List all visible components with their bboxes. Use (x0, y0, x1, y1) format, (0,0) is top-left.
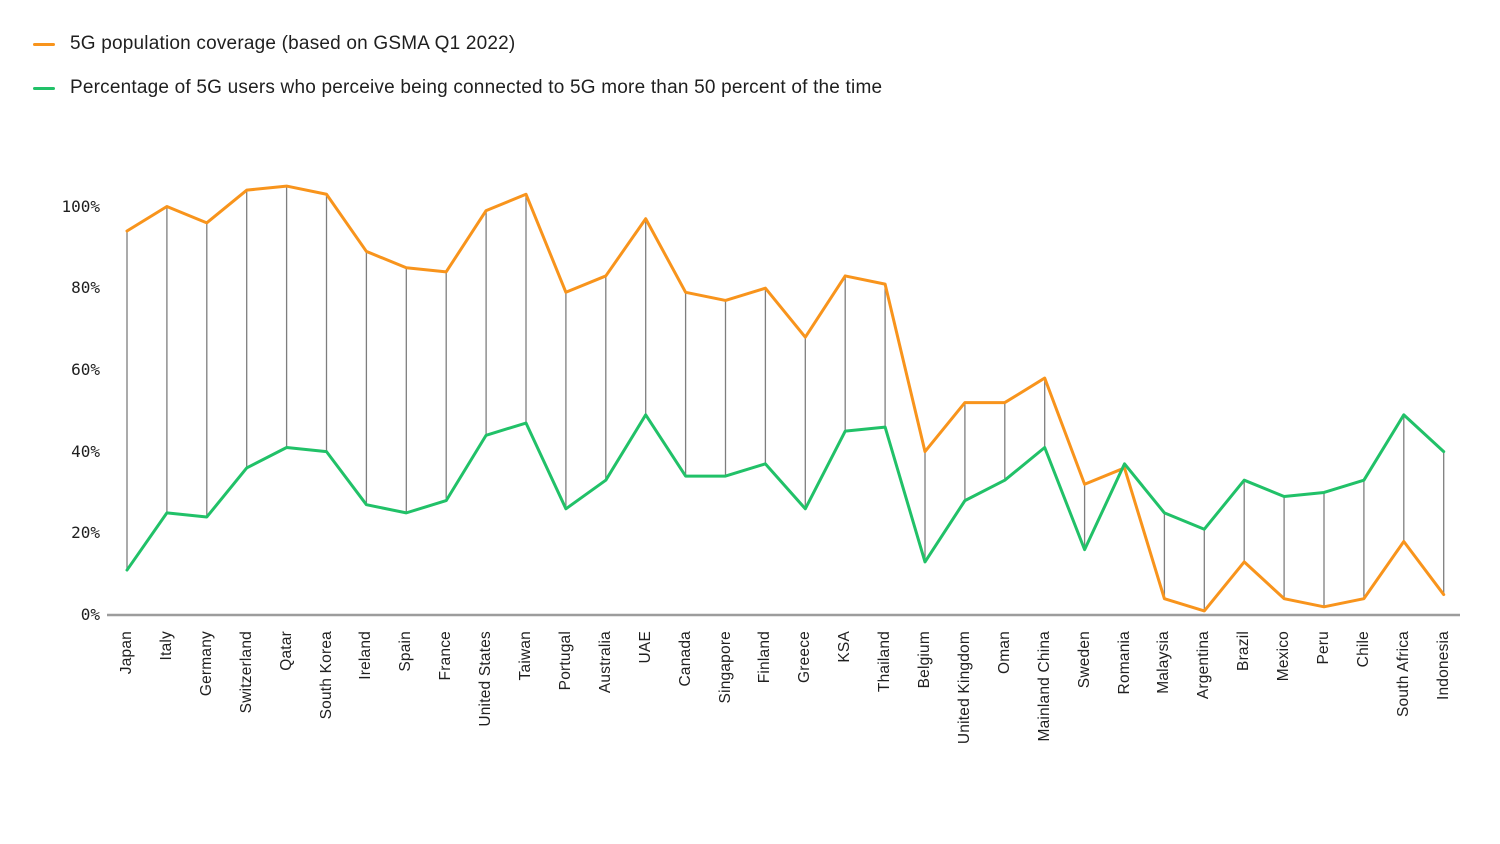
x-tick-label: Peru (1315, 631, 1332, 665)
x-tick-label: Ireland (357, 631, 375, 680)
x-tick-label: Argentina (1195, 631, 1213, 700)
x-tick-label: United Kingdom (955, 631, 973, 745)
x-tick-label: Qatar (277, 631, 295, 671)
x-tick-label: Germany (197, 631, 215, 697)
x-tick-label: Thailand (876, 631, 894, 693)
x-tick-label: Singapore (716, 631, 734, 704)
x-tick-label: Canada (676, 631, 694, 687)
x-tick-label: Portugal (556, 631, 574, 691)
y-tick-label: 0% (80, 605, 100, 624)
y-tick-label: 40% (71, 441, 100, 461)
y-tick-label: 20% (71, 523, 100, 543)
y-tick-label: 60% (71, 359, 100, 379)
x-tick-label: Romania (1115, 631, 1133, 695)
x-tick-label: Australia (596, 631, 614, 694)
x-tick-label: United States (477, 631, 495, 727)
x-tick-label: South Africa (1394, 631, 1412, 717)
x-tick-label: UAE (636, 631, 654, 664)
x-tick-label: Oman (995, 631, 1013, 675)
legend-marker-coverage (33, 42, 55, 46)
legend-item-perceived: Percentage of 5G users who perceive bein… (33, 76, 882, 100)
x-tick-label: Switzerland (237, 631, 255, 714)
series-line-1 (125, 413, 1446, 572)
legend-item-coverage: 5G population coverage (based on GSMA Q1… (33, 32, 882, 56)
legend-label-coverage: 5G population coverage (based on GSMA Q1… (70, 33, 516, 54)
legend-marker-perceived (33, 86, 55, 90)
x-tick-label: Malaysia (1155, 631, 1173, 694)
legend-label-perceived: Percentage of 5G users who perceive bein… (70, 77, 883, 98)
x-tick-label: Belgium (916, 631, 933, 689)
series-line-0 (125, 184, 1446, 613)
y-tick-label: 80% (71, 278, 100, 298)
x-tick-label: South Korea (317, 631, 335, 720)
x-tick-label: France (437, 631, 455, 681)
x-tick-label: Indonesia (1434, 631, 1452, 701)
x-tick-label: Spain (397, 631, 415, 672)
x-tick-label: Chile (1354, 631, 1372, 668)
x-tick-label: KSA (836, 631, 854, 663)
x-tick-label: Mexico (1275, 631, 1293, 682)
x-tick-label: Finland (756, 631, 774, 684)
x-tick-label: Italy (157, 631, 175, 661)
x-tick-label: Japan (118, 631, 135, 675)
y-tick-label: 100% (61, 196, 100, 216)
chart-legend: 5G population coverage (based on GSMA Q1… (33, 32, 882, 120)
x-tick-label: Brazil (1235, 631, 1253, 671)
x-tick-label: Sweden (1075, 631, 1093, 689)
x-tick-label: Greece (796, 631, 814, 684)
x-tick-label: Mainland China (1035, 631, 1053, 742)
x-tick-label: Taiwan (517, 631, 534, 681)
